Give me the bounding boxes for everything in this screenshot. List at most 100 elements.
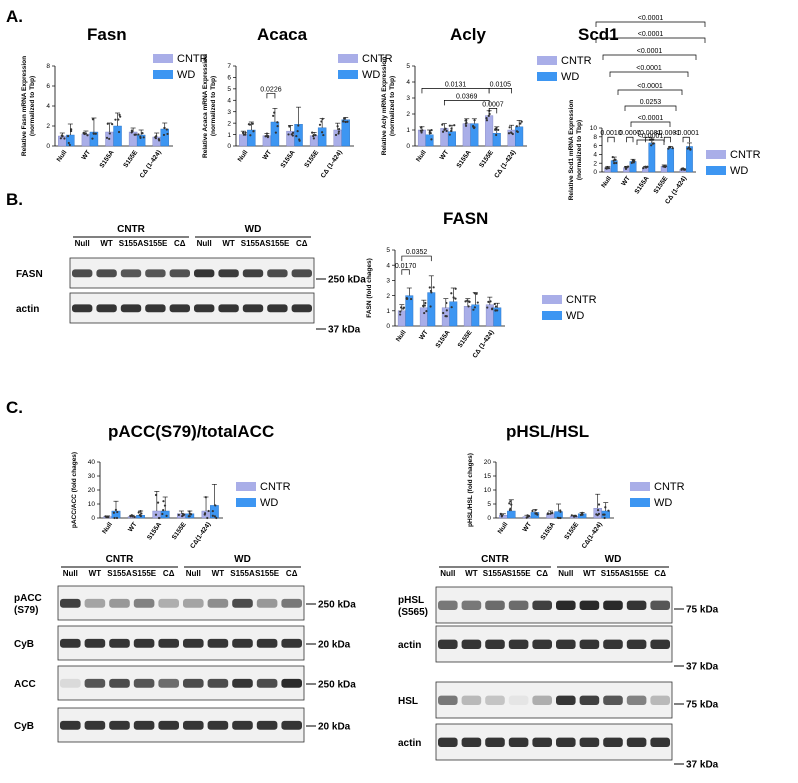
data-point <box>652 142 655 145</box>
chart-legend: CNTR WD <box>153 53 208 81</box>
y-tick-label: 0 <box>487 515 491 522</box>
category-label: S155A <box>634 175 651 196</box>
significance-bracket <box>682 136 690 143</box>
lane-label: WT <box>89 569 102 578</box>
data-point <box>163 126 166 130</box>
data-point <box>190 513 193 516</box>
data-point <box>91 137 94 140</box>
data-point <box>519 122 522 125</box>
bar-wd <box>317 127 327 147</box>
blot-band <box>485 600 505 611</box>
bar-cntr <box>239 134 248 147</box>
data-point <box>242 131 245 134</box>
data-point <box>445 309 448 312</box>
chart-legend: CNTR WD <box>537 55 592 83</box>
blot-band <box>579 695 600 706</box>
category-label: S155E <box>303 149 320 170</box>
lane-label: S155A <box>230 569 255 578</box>
data-point <box>276 125 279 128</box>
mw-marker-label: 37 kDa <box>328 325 361 336</box>
mw-marker-label: 75 kDa <box>686 700 719 711</box>
y-axis-label: FASN (fold chages) <box>366 258 373 318</box>
group-label: WD <box>605 554 622 565</box>
blot-band <box>461 600 482 611</box>
legend-swatch-cntr <box>338 54 358 63</box>
blot-band <box>508 600 529 611</box>
data-point <box>288 125 291 128</box>
lane-label: S155A <box>241 239 266 248</box>
blot-band <box>579 600 600 611</box>
data-point <box>274 131 277 134</box>
bar-cntr <box>499 515 508 519</box>
blot-band <box>242 304 264 313</box>
chart-scd1: Scd1 0 24 6 8 10 Relative Scd1 mRNA Expression… <box>568 15 761 205</box>
data-point <box>244 131 247 134</box>
legend-swatch-wd <box>542 311 562 320</box>
blot-band <box>96 269 117 278</box>
lane-label: S155E <box>143 239 168 248</box>
y-tick-label: 2 <box>406 111 410 118</box>
data-point <box>131 515 134 518</box>
data-point <box>534 509 537 512</box>
data-point <box>603 513 606 516</box>
lane-label: Null <box>440 569 455 578</box>
y-tick-label: 7 <box>227 63 231 70</box>
significance-bracket <box>607 136 615 143</box>
legend-label-cntr: CNTR <box>730 149 761 161</box>
category-label: S155A <box>540 521 557 542</box>
y-tick-label: 10 <box>484 487 492 494</box>
blot-band <box>218 304 239 313</box>
blot-band <box>256 638 278 648</box>
blot-band <box>109 720 130 730</box>
y-tick-label: 3 <box>386 278 390 285</box>
blot-band <box>267 304 288 313</box>
mw-marker-label: 37 kDa <box>686 662 719 673</box>
data-point <box>94 132 97 135</box>
blot-band <box>60 720 81 730</box>
data-point <box>445 129 448 133</box>
data-point <box>684 168 687 171</box>
legend-swatch-cntr <box>706 150 726 159</box>
category-label: WT <box>620 175 632 187</box>
mw-marker-label: 250 kDa <box>318 680 356 691</box>
p-value-label: <0.0001 <box>673 130 699 137</box>
data-point <box>113 516 116 520</box>
data-point <box>644 166 648 169</box>
data-point <box>597 512 601 515</box>
blot-band <box>281 598 302 608</box>
category-label: CΔ (1-424) <box>471 329 495 359</box>
data-point <box>251 122 254 125</box>
blot-band <box>109 678 130 688</box>
blot-band <box>183 720 204 730</box>
legend-swatch-wd <box>630 498 650 507</box>
data-point <box>550 512 553 515</box>
chart-title: pHSL/HSL <box>506 422 589 441</box>
bar-cntr <box>397 310 406 327</box>
data-point <box>206 516 209 520</box>
p-value-label: 0.0352 <box>406 249 428 256</box>
chart-pacc_acc: pACC(S79)/totalACC 0 10 20 30 40 pACC/ACC (fol… <box>71 422 291 550</box>
legend-label-cntr: CNTR <box>177 53 208 65</box>
legend-label-wd: WD <box>654 497 672 509</box>
y-axis-label: (normalized to Tbp) <box>389 76 396 136</box>
data-point <box>597 503 601 506</box>
panel-label-b: B. <box>6 190 23 209</box>
data-point <box>559 516 562 520</box>
blot-band <box>256 598 278 608</box>
data-point <box>114 118 117 121</box>
blot-band <box>532 639 552 650</box>
y-tick-label: 1 <box>227 132 231 139</box>
y-tick-label: 3 <box>406 95 410 102</box>
row-label: actin <box>398 738 421 749</box>
y-axis-label: (normalized to Tbp) <box>210 76 217 136</box>
blot-band <box>207 678 229 688</box>
data-point <box>625 165 628 169</box>
blot-band <box>650 737 670 748</box>
row-label: ACC <box>14 679 36 690</box>
data-point <box>421 304 425 307</box>
legend-label-wd: WD <box>561 71 579 83</box>
lane-label: CΔ <box>174 239 186 248</box>
y-tick-label: 4 <box>227 97 231 104</box>
